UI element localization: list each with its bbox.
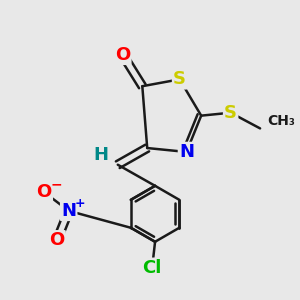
Text: S: S bbox=[224, 104, 237, 122]
Text: O: O bbox=[37, 183, 52, 201]
Text: +: + bbox=[75, 197, 85, 210]
Text: O: O bbox=[115, 46, 130, 64]
Text: S: S bbox=[173, 70, 186, 88]
Text: O: O bbox=[49, 231, 64, 249]
Text: N: N bbox=[179, 143, 194, 161]
Text: CH₃: CH₃ bbox=[267, 114, 295, 128]
Text: N: N bbox=[61, 202, 76, 220]
Text: −: − bbox=[50, 178, 62, 192]
Text: H: H bbox=[94, 146, 109, 164]
Text: Cl: Cl bbox=[142, 259, 162, 277]
